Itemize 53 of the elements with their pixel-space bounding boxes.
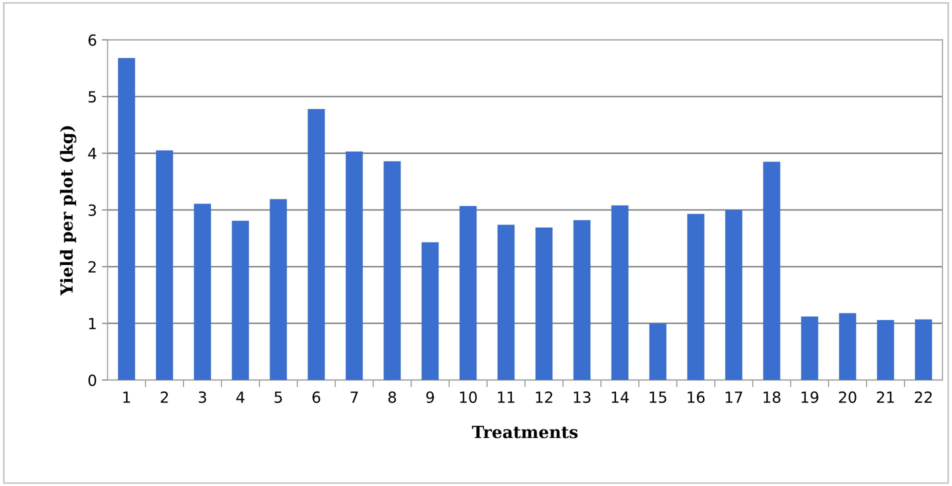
x-tick-label: 21 bbox=[876, 391, 894, 403]
x-tick-label: 15 bbox=[650, 392, 666, 403]
bar bbox=[763, 162, 780, 380]
x-tick-label: 4 bbox=[236, 392, 244, 403]
bar bbox=[308, 109, 325, 380]
bar bbox=[384, 161, 401, 380]
y-tick-label: 4 bbox=[88, 148, 96, 160]
x-tick-label: 16 bbox=[688, 391, 705, 403]
x-tick-label: 10 bbox=[460, 391, 477, 403]
x-tick-label: 9 bbox=[426, 391, 434, 403]
bar bbox=[687, 214, 704, 380]
y-tick-label: 5 bbox=[88, 91, 96, 103]
x-tick-label: 7 bbox=[350, 392, 358, 403]
bar bbox=[839, 313, 856, 380]
y-tick-label: 2 bbox=[88, 261, 96, 272]
bar bbox=[611, 205, 628, 380]
x-tick-label: 1 bbox=[123, 392, 130, 403]
x-axis-title: Treatments bbox=[472, 426, 578, 438]
x-tick-label: 6 bbox=[312, 391, 320, 403]
x-tick-label: 12 bbox=[536, 391, 552, 403]
y-tick-label: 6 bbox=[88, 34, 96, 46]
y-axis-title: Yield per plot (kg) bbox=[60, 126, 76, 296]
bar bbox=[194, 204, 211, 380]
y-tick-label: 1 bbox=[89, 318, 96, 330]
x-tick-label: 11 bbox=[498, 392, 514, 403]
x-tick-label: 14 bbox=[612, 392, 629, 403]
bar bbox=[270, 199, 287, 380]
x-tick-label: 20 bbox=[839, 391, 856, 403]
bar bbox=[535, 228, 553, 380]
bar bbox=[914, 319, 932, 380]
x-tick-label: 13 bbox=[574, 391, 590, 403]
y-tick-label: 0 bbox=[88, 374, 96, 386]
bar bbox=[649, 323, 666, 380]
x-tick-label: 17 bbox=[726, 392, 742, 403]
bar bbox=[573, 220, 590, 380]
bar bbox=[422, 242, 439, 380]
bar bbox=[460, 206, 477, 380]
bar bbox=[346, 152, 363, 380]
x-tick-label: 3 bbox=[198, 391, 206, 403]
bar bbox=[725, 210, 742, 380]
x-tick-label: 8 bbox=[388, 391, 396, 403]
y-tick-label: 3 bbox=[88, 204, 96, 216]
bar bbox=[801, 316, 818, 380]
x-tick-label: 18 bbox=[764, 391, 780, 403]
bar bbox=[156, 150, 174, 380]
x-tick-label: 22 bbox=[914, 391, 932, 403]
bar bbox=[232, 220, 249, 380]
x-tick-label: 19 bbox=[802, 391, 818, 403]
bar bbox=[118, 58, 136, 380]
x-tick-label: 5 bbox=[274, 392, 282, 403]
x-tick-label: 2 bbox=[160, 391, 168, 403]
bar bbox=[498, 224, 515, 380]
bar bbox=[877, 320, 894, 380]
